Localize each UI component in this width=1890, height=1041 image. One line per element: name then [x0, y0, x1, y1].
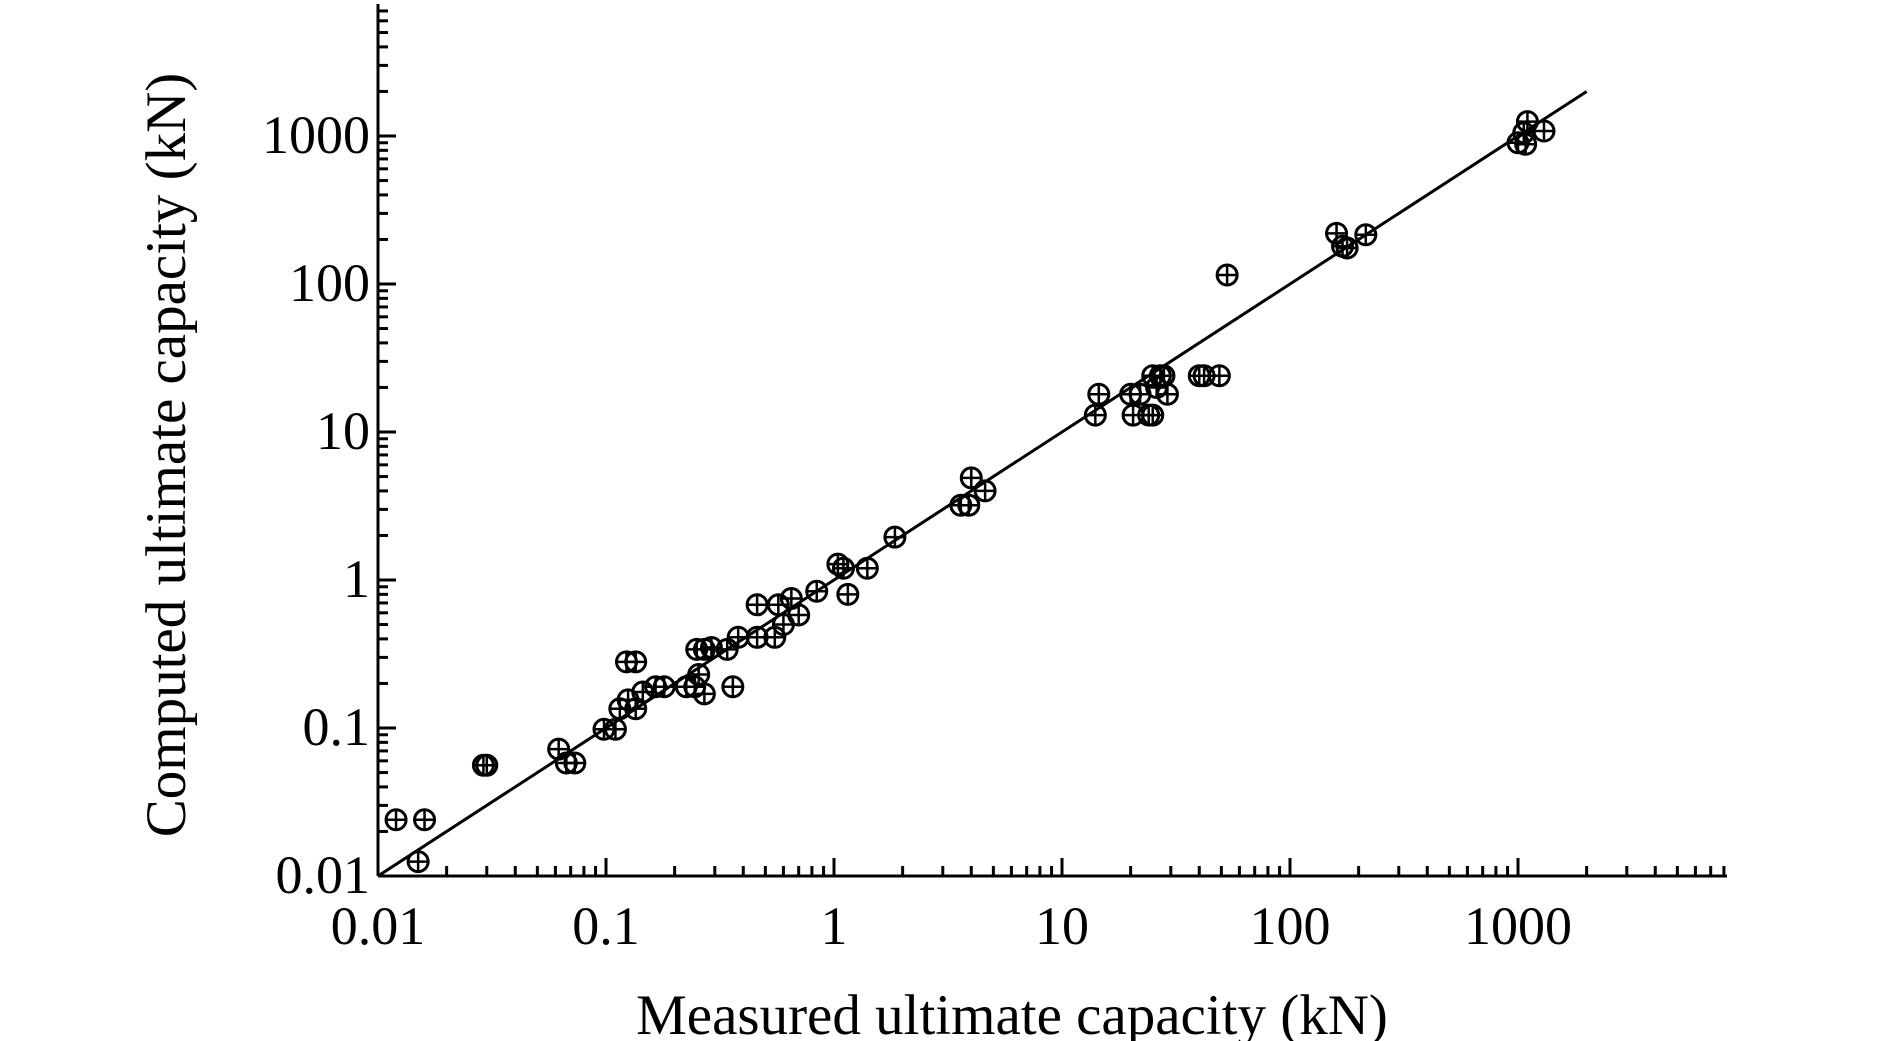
data-point: [721, 675, 745, 699]
data-point: [787, 603, 811, 627]
y-tick-label: 10: [316, 401, 370, 461]
data-point: [883, 525, 907, 549]
data-point: [692, 682, 716, 706]
y-tick-labels: 0.01 0.1 1 10 100 1000: [262, 105, 370, 905]
x-tick-label: 1: [821, 896, 848, 956]
data-point: [631, 680, 655, 704]
data-point: [687, 662, 711, 686]
data-point: [406, 850, 430, 874]
data-point: [973, 479, 997, 503]
minor-ticks: [378, 9, 1726, 876]
x-tick-label: 10: [1035, 896, 1089, 956]
data-point: [805, 579, 829, 603]
x-axis-title: Measured ultimate capacity (kN): [636, 984, 1388, 1041]
data-point: [836, 582, 860, 606]
y-tick-label: 1000: [262, 105, 370, 165]
data-point: [475, 753, 499, 777]
data-point: [652, 675, 676, 699]
data-point: [1335, 236, 1359, 260]
data-point: [745, 593, 769, 617]
data-point: [1087, 382, 1111, 406]
y-tick-label: 0.01: [276, 845, 371, 905]
data-point: [959, 466, 983, 490]
data-point: [1215, 263, 1239, 287]
data-point: [1141, 403, 1165, 427]
x-tick-labels: 0.01 0.1 1 10 100 1000: [331, 896, 1572, 956]
data-points: [384, 110, 1556, 874]
data-point: [603, 717, 627, 741]
data-point: [1532, 119, 1556, 143]
data-point: [563, 751, 587, 775]
data-point: [1155, 382, 1179, 406]
data-point: [1354, 223, 1378, 247]
data-point: [1207, 364, 1231, 388]
data-point: [1152, 364, 1176, 388]
data-point: [957, 493, 981, 517]
data-point: [855, 556, 879, 580]
y-axis-title: Computed ultimate capacity (kN): [135, 73, 198, 838]
data-point: [726, 625, 750, 649]
data-point: [624, 650, 648, 674]
data-point: [384, 808, 408, 832]
data-point: [413, 808, 437, 832]
data-point: [831, 556, 855, 580]
reference-line: [377, 90, 1588, 878]
y-tick-label: 100: [289, 253, 370, 313]
x-tick-label: 1000: [1464, 896, 1572, 956]
x-tick-label: 0.1: [572, 896, 640, 956]
x-tick-label: 0.01: [331, 896, 426, 956]
y-tick-label: 0.1: [303, 697, 371, 757]
x-tick-label: 100: [1250, 896, 1331, 956]
y-tick-label: 1: [343, 549, 370, 609]
data-point: [1083, 403, 1107, 427]
data-point: [715, 637, 739, 661]
data-point: [1514, 132, 1538, 156]
